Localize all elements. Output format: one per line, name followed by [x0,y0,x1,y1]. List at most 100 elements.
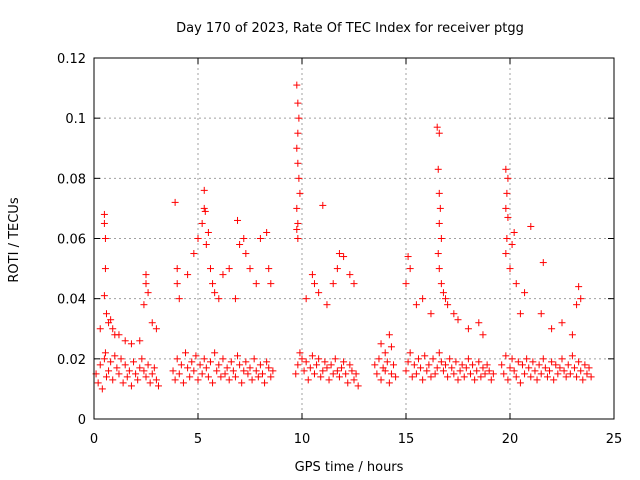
data-point [352,370,360,378]
data-point [293,81,301,89]
data-point [541,364,549,372]
data-point [317,373,325,381]
y-tick-label: 0 [78,413,86,428]
data-point [190,367,198,375]
data-point [231,373,239,381]
data-point [371,361,379,369]
data-point [265,364,273,372]
data-point [242,250,250,258]
data-point [134,376,142,384]
data-point [477,373,485,381]
data-point [206,265,214,273]
data-point [204,228,212,236]
data-point [583,370,591,378]
data-point [101,349,109,357]
data-point [456,367,464,375]
data-point [132,370,140,378]
data-point [294,361,302,369]
data-point [435,129,443,137]
data-point [294,129,302,137]
data-point [115,370,123,378]
data-point [100,292,108,300]
data-point [573,301,581,309]
data-point [464,325,472,333]
data-point [219,355,227,363]
data-point [537,370,545,378]
data-point [350,376,358,384]
data-point [202,364,210,372]
data-point [204,373,212,381]
data-point [377,340,385,348]
data-point [194,235,202,242]
data-point [475,358,483,366]
data-point [385,331,393,339]
data-point [130,358,138,366]
data-point [346,361,354,369]
data-point [234,352,242,360]
data-point [119,379,127,387]
data-point [142,271,150,279]
data-point [575,283,583,291]
x-tick-label: 20 [502,432,519,447]
data-point [427,310,435,318]
data-point [577,367,585,375]
data-point [437,358,445,366]
data-point [152,325,160,333]
data-point [321,358,329,366]
data-point [213,367,221,375]
data-point [385,379,393,387]
data-point [335,250,343,258]
data-point [293,144,301,152]
data-point [136,364,144,372]
data-point [267,373,275,381]
data-point [236,361,244,369]
data-point [444,373,452,381]
data-point [573,373,581,381]
data-point [140,301,148,309]
data-point [102,310,110,318]
data-point [427,373,435,381]
data-point [417,364,425,372]
data-point [502,204,510,212]
data-point [154,382,162,390]
data-point [263,228,271,236]
data-point [529,358,537,366]
data-point [308,352,316,360]
data-point [293,225,301,233]
data-point [202,241,210,249]
data-point [211,289,219,297]
data-points [92,81,595,393]
data-point [533,376,541,384]
data-point [412,301,420,309]
data-point [329,280,337,288]
data-point [242,358,250,366]
data-point [100,219,108,227]
data-point [231,295,239,303]
data-point [302,295,310,303]
data-point [554,370,562,378]
data-point [265,265,273,273]
data-point [123,373,131,381]
data-point [419,295,427,303]
data-point [171,376,179,384]
data-point [548,325,556,333]
data-point [175,370,183,378]
data-point [177,361,185,369]
data-point [521,370,529,378]
data-point [446,355,454,363]
data-point [246,364,254,372]
data-point [373,370,381,378]
data-point [333,265,341,273]
data-point [381,349,389,357]
data-point [475,319,483,327]
chart-title: Day 170 of 2023, Rate Of TEC Index for r… [176,21,524,36]
data-point [442,361,450,369]
data-point [173,265,181,273]
data-point [200,204,208,212]
y-tick-label: 0.1 [65,112,86,127]
x-tick-label: 10 [294,432,311,447]
data-point [223,364,231,372]
data-point [225,376,233,384]
data-point [406,265,414,273]
data-point [503,189,511,197]
